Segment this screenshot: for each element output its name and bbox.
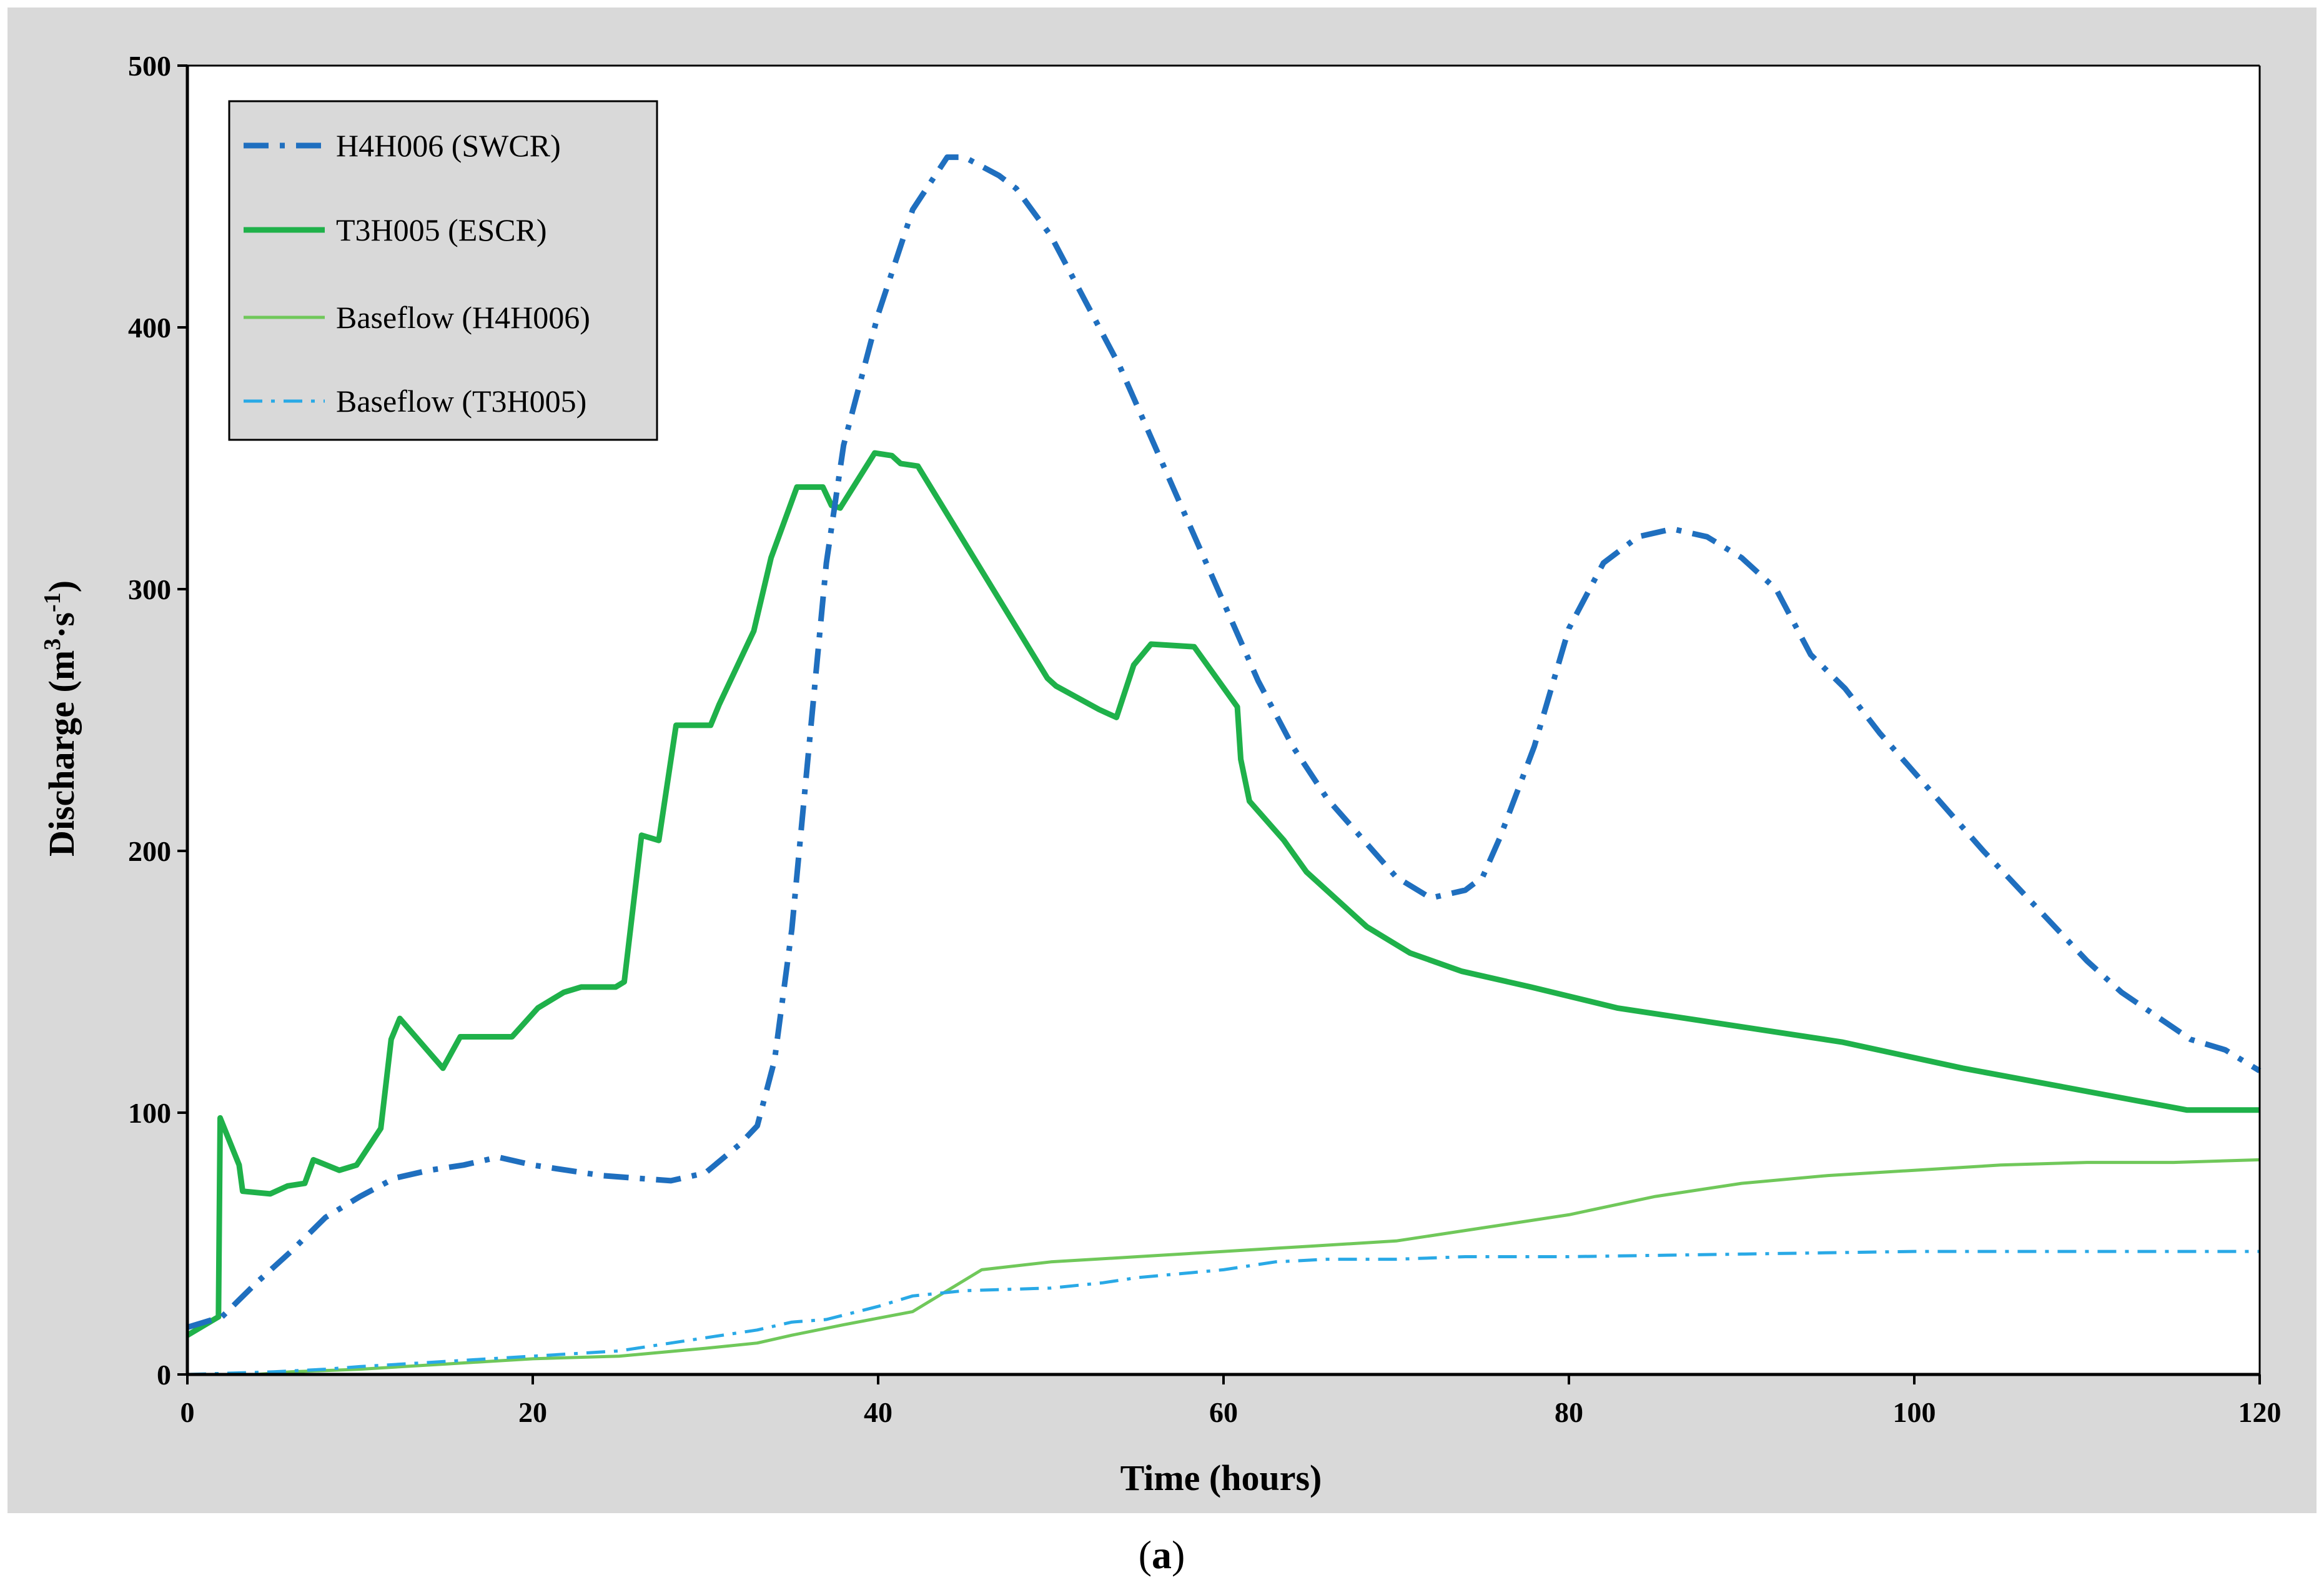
x-ticks: 0 20 40 60 80 100 120 [180, 1374, 2282, 1428]
y-tick-label: 100 [128, 1097, 171, 1129]
legend-label: Baseflow (T3H005) [336, 384, 586, 419]
y-axis-title-mid: ·s [41, 612, 82, 638]
x-axis-title: Time (hours) [1120, 1458, 1322, 1498]
x-tick-label: 80 [1555, 1396, 1583, 1428]
y-tick-label: 200 [128, 835, 171, 867]
x-tick-label: 40 [864, 1396, 893, 1428]
series-layer [185, 154, 2262, 1376]
x-tick-label: 120 [2238, 1396, 2282, 1428]
x-tick-label: 0 [180, 1396, 195, 1428]
caption-letter: a [1152, 1533, 1172, 1577]
y-axis-title-sup1: 3 [39, 638, 66, 650]
series-line-h4h006-swcr [186, 154, 2262, 1330]
y-axis-title-end: ) [41, 580, 82, 592]
legend-label: Baseflow (H4H006) [336, 300, 590, 335]
caption-close: ) [1172, 1533, 1185, 1577]
series-line-baseflow-h4h006 [187, 1158, 2260, 1376]
y-ticks: 0 100 200 300 400 500 [128, 50, 187, 1391]
y-tick-label: 400 [128, 312, 171, 344]
x-tick-label: 60 [1209, 1396, 1238, 1428]
y-tick-label: 500 [128, 50, 171, 82]
series-line-baseflow-t3h005 [187, 1250, 2260, 1376]
legend-box [228, 100, 658, 441]
legend-label: H4H006 (SWCR) [336, 128, 561, 163]
y-axis-title-sup2: -1 [39, 592, 66, 612]
x-tick-label: 100 [1893, 1396, 1936, 1428]
x-tick-label: 20 [518, 1396, 547, 1428]
figure-caption: (a) [1139, 1533, 1185, 1577]
caption-open: ( [1139, 1533, 1152, 1577]
legend-label: T3H005 (ESCR) [336, 212, 547, 247]
legend: H4H006 (SWCR) T3H005 (ESCR) Baseflow (H4H0… [228, 100, 658, 441]
series-line-t3h005-escr [185, 450, 2260, 1338]
y-tick-label: 300 [128, 574, 171, 605]
y-axis-title: Discharge (m3·s-1) [39, 580, 82, 857]
y-axis-title-main: Discharge (m [41, 650, 82, 857]
y-tick-label: 0 [157, 1359, 171, 1391]
